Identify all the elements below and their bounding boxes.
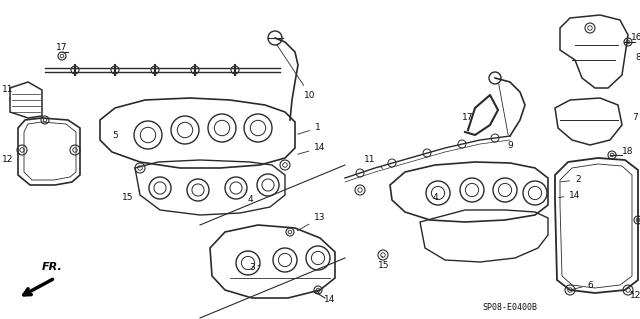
Text: 17: 17 — [56, 43, 68, 58]
Text: 12: 12 — [3, 153, 20, 165]
Text: 6: 6 — [573, 280, 593, 290]
Text: 15: 15 — [378, 256, 390, 270]
Text: 7: 7 — [632, 114, 638, 122]
Text: 11: 11 — [364, 155, 383, 168]
Text: 17: 17 — [462, 114, 474, 130]
Text: 10: 10 — [276, 44, 316, 100]
Text: 15: 15 — [122, 190, 140, 203]
Text: 1: 1 — [298, 123, 321, 134]
Text: 14: 14 — [298, 144, 326, 154]
Text: FR.: FR. — [42, 262, 62, 272]
Text: 8: 8 — [635, 54, 640, 63]
Text: 11: 11 — [3, 85, 13, 100]
Text: 3: 3 — [249, 263, 260, 272]
Text: 4: 4 — [245, 190, 253, 204]
Text: 18: 18 — [614, 147, 634, 157]
Text: 9: 9 — [499, 83, 513, 150]
Text: 14: 14 — [559, 190, 580, 199]
Text: 2: 2 — [561, 175, 581, 184]
Text: 5: 5 — [112, 130, 118, 139]
Text: 16: 16 — [628, 33, 640, 42]
Text: 12: 12 — [630, 291, 640, 300]
Text: SP08-E0400B: SP08-E0400B — [483, 303, 538, 312]
Text: 13: 13 — [298, 213, 326, 231]
Text: 4: 4 — [432, 194, 438, 203]
Text: 14: 14 — [318, 292, 336, 305]
